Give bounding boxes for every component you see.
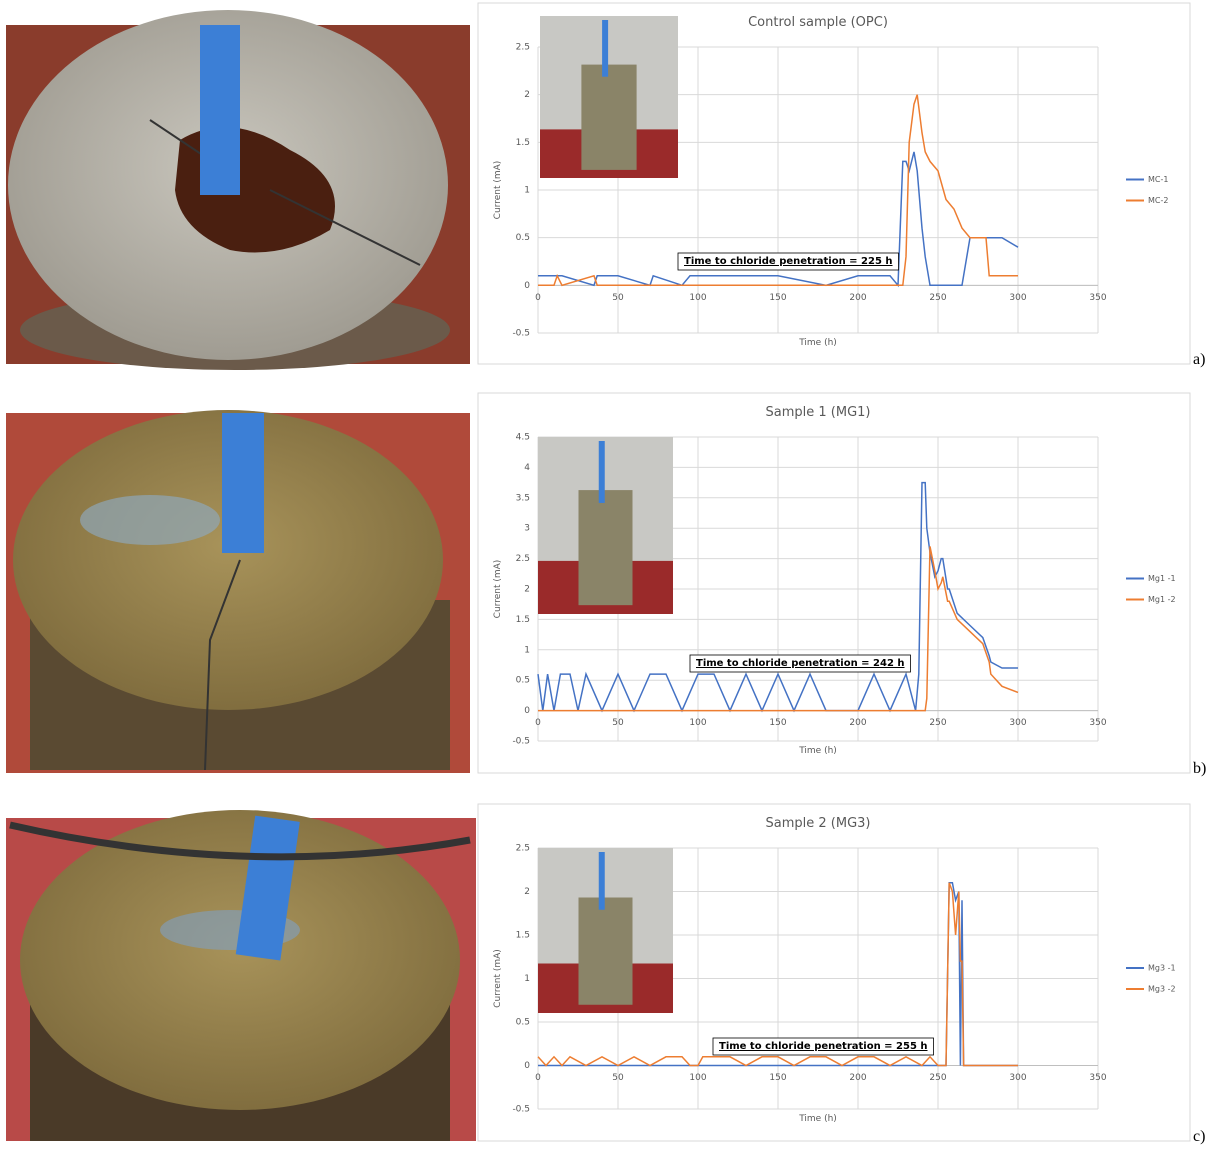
x-tick-label: 250	[929, 1073, 946, 1083]
x-tick-label: 200	[849, 1073, 866, 1083]
y-tick-label: 0.5	[516, 1018, 530, 1028]
panel-label: c)	[1193, 1128, 1205, 1145]
x-tick-label: 300	[1009, 718, 1026, 728]
y-tick-label: 1.5	[516, 138, 530, 148]
x-axis-label: Time (h)	[798, 746, 837, 756]
legend-label: Mg3 -1	[1148, 964, 1176, 973]
y-tick-label: 2.5	[516, 554, 530, 564]
y-tick-label: 2	[524, 585, 530, 595]
x-tick-label: 150	[769, 293, 786, 303]
x-tick-label: 50	[612, 718, 624, 728]
x-tick-label: 350	[1089, 293, 1106, 303]
panel-label: b)	[1193, 760, 1206, 777]
y-axis-label: Current (mA)	[493, 161, 503, 220]
x-tick-label: 350	[1089, 718, 1106, 728]
y-tick-label: 4.5	[516, 433, 530, 443]
inset-cylinder	[579, 490, 633, 605]
y-tick-label: 4	[524, 463, 530, 473]
y-tick-label: -0.5	[512, 1105, 530, 1115]
x-tick-label: 150	[769, 1073, 786, 1083]
legend-label: Mg1 -2	[1148, 595, 1176, 604]
x-tick-label: 100	[689, 718, 706, 728]
inset-rebar	[599, 852, 605, 910]
y-axis-label: Current (mA)	[493, 560, 503, 619]
chart-title: Control sample (OPC)	[748, 15, 888, 30]
x-tick-label: 300	[1009, 293, 1026, 303]
y-tick-label: 3.5	[516, 493, 530, 503]
x-tick-label: 0	[535, 293, 541, 303]
panel-label: a)	[1193, 351, 1205, 368]
y-tick-label: 2.5	[516, 43, 530, 53]
x-tick-label: 100	[689, 1073, 706, 1083]
y-tick-label: 0.5	[516, 676, 530, 686]
y-tick-label: 0	[524, 281, 530, 291]
y-tick-label: 0	[524, 1061, 530, 1071]
x-tick-label: 200	[849, 293, 866, 303]
x-tick-label: 250	[929, 718, 946, 728]
y-tick-label: 2.5	[516, 844, 530, 854]
y-tick-label: 0.5	[516, 233, 530, 243]
x-tick-label: 200	[849, 718, 866, 728]
figure: Control sample (OPC) -0.5 0 0.5 1 1.5 2 2.5 0 50 1…	[0, 0, 1215, 1145]
y-tick-label: -0.5	[512, 329, 530, 339]
x-axis-label: Time (h)	[798, 1114, 837, 1124]
y-tick-label: 2	[524, 90, 530, 100]
annotation: Time to chloride penetration = 225 h	[684, 256, 893, 267]
photo-c	[6, 810, 476, 1141]
x-tick-label: 0	[535, 718, 541, 728]
x-tick-label: 150	[769, 718, 786, 728]
x-tick-label: 50	[612, 293, 624, 303]
y-tick-label: 1	[524, 186, 530, 196]
y-tick-label: 1.5	[516, 931, 530, 941]
x-tick-label: 350	[1089, 1073, 1106, 1083]
x-tick-label: 50	[612, 1073, 624, 1083]
inset-rebar	[599, 441, 605, 503]
page: {"chart_data": [ {"type": "line", "panel…	[0, 0, 1215, 1150]
inset-photo	[540, 16, 678, 178]
x-tick-label: 250	[929, 293, 946, 303]
inset-rebar	[602, 20, 608, 77]
chart-title: Sample 1 (MG1)	[766, 405, 871, 420]
legend-label: MC-1	[1148, 175, 1168, 184]
y-tick-label: -0.5	[512, 737, 530, 747]
x-tick-label: 0	[535, 1073, 541, 1083]
legend-label: Mg1 -1	[1148, 574, 1176, 583]
x-axis-label: Time (h)	[798, 338, 837, 348]
y-tick-label: 1	[524, 645, 530, 655]
y-tick-label: 0	[524, 706, 530, 716]
legend-label: MC-2	[1148, 196, 1168, 205]
x-tick-label: 100	[689, 293, 706, 303]
inset-photo	[538, 437, 673, 614]
y-tick-label: 3	[524, 524, 530, 534]
chart-title: Sample 2 (MG3)	[766, 816, 871, 831]
legend-label: Mg3 -2	[1148, 985, 1176, 994]
inset-cylinder	[579, 898, 633, 1005]
y-tick-label: 1	[524, 974, 530, 984]
inset-cylinder	[581, 65, 636, 170]
inset-photo	[538, 848, 673, 1013]
y-tick-label: 2	[524, 887, 530, 897]
x-tick-label: 300	[1009, 1073, 1026, 1083]
photo-a	[6, 10, 470, 370]
annotation: Time to chloride penetration = 242 h	[696, 658, 905, 669]
y-tick-label: 1.5	[516, 615, 530, 625]
annotation: Time to chloride penetration = 255 h	[719, 1041, 928, 1052]
y-axis-label: Current (mA)	[493, 949, 503, 1008]
photo-b	[6, 410, 470, 773]
